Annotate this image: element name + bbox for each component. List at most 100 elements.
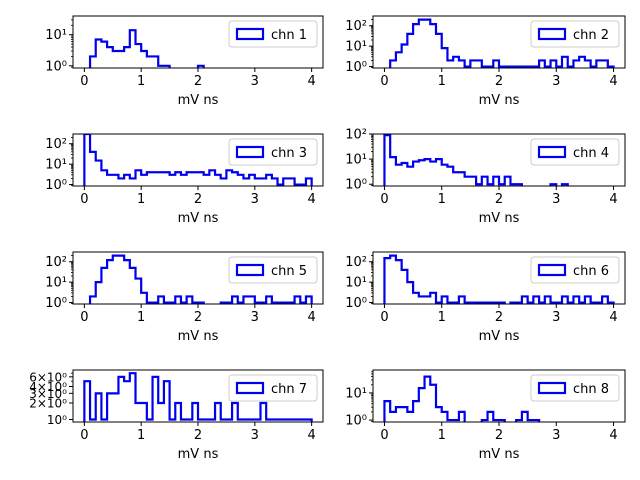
y-tick-label: 10²: [345, 255, 367, 270]
x-tick-label: 2: [194, 428, 202, 443]
y-tick-label: 10⁰: [45, 296, 67, 311]
chart-panel-4: 0 1 2 3 4 10⁰ 10¹ 10² mV ns chn 4: [345, 128, 626, 226]
x-tick-label: 4: [307, 428, 315, 443]
x-tick-label: 1: [438, 74, 446, 89]
legend-label: chn 7: [271, 382, 307, 397]
y-tick-label: 10²: [45, 137, 67, 152]
x-tick-label: 1: [137, 428, 145, 443]
legend: chn 4: [530, 138, 620, 166]
y-tick-label: 10²: [345, 19, 367, 34]
x-tick-label: 1: [438, 192, 446, 207]
y-tick-label: 10¹: [45, 158, 67, 173]
x-tick-label: 2: [194, 310, 202, 325]
histogram-series-2: [389, 18, 615, 68]
x-tick-label: 2: [194, 192, 202, 207]
legend-label: chn 6: [573, 264, 609, 279]
legend-box: [228, 20, 318, 48]
x-tick-label: 4: [609, 428, 617, 443]
y-tick-label: 10¹: [345, 386, 367, 401]
chart-panel-5: 0 1 2 3 4 10⁰ 10¹ 10² mV ns chn 5: [45, 251, 324, 344]
x-tick-label: 1: [438, 428, 446, 443]
y-tick-label: 10¹: [45, 28, 67, 43]
chart-panel-3: 0 1 2 3 4 10⁰ 10¹ 10² mV ns chn 3: [45, 133, 324, 226]
legend-label: chn 8: [573, 382, 609, 397]
x-tick-label: 2: [194, 74, 202, 89]
x-tick-label: 3: [552, 74, 560, 89]
legend-swatch: [235, 27, 265, 41]
legend: chn 5: [228, 256, 318, 284]
x-tick-label: 3: [251, 74, 259, 89]
x-tick-label: 4: [609, 310, 617, 325]
y-tick-label: 10⁰: [345, 178, 367, 193]
x-tick-label: 3: [552, 310, 560, 325]
x-tick-label: 0: [80, 310, 88, 325]
y-tick-label: 2×10⁰: [29, 396, 67, 410]
x-tick-label: 0: [380, 310, 388, 325]
legend-swatch: [235, 145, 265, 159]
histogram-series-8: [383, 375, 541, 422]
x-tick-label: 0: [380, 74, 388, 89]
y-tick-label: 10¹: [45, 276, 67, 291]
x-axis-label: mV ns: [479, 211, 520, 226]
legend: chn 3: [228, 138, 318, 166]
x-tick-label: 3: [251, 192, 259, 207]
x-tick-label: 0: [80, 428, 88, 443]
legend: chn 1: [228, 20, 318, 48]
histogram-series-3: [83, 134, 313, 186]
y-tick-label: 10¹: [345, 153, 367, 168]
y-tick-label: 10²: [45, 255, 67, 270]
legend-swatch: [537, 27, 567, 41]
legend-label: chn 1: [271, 28, 307, 43]
x-tick-label: 4: [307, 310, 315, 325]
x-tick-label: 0: [80, 192, 88, 207]
legend-label: chn 4: [573, 146, 609, 161]
x-tick-label: 1: [438, 310, 446, 325]
x-tick-label: 4: [307, 192, 315, 207]
histogram-series-1: [88, 29, 205, 68]
x-tick-label: 3: [552, 428, 560, 443]
chart-panel-6: 0 1 2 3 4 10⁰ 10¹ 10² mV ns chn 6: [345, 251, 626, 344]
x-tick-label: 0: [80, 74, 88, 89]
legend-box: [530, 20, 620, 48]
legend-box: [228, 374, 318, 402]
x-axis-label: mV ns: [178, 329, 219, 344]
legend-swatch: [537, 145, 567, 159]
x-tick-label: 0: [380, 428, 388, 443]
legend-box: [530, 374, 620, 402]
legend-swatch: [235, 263, 265, 277]
legend: chn 8: [530, 374, 620, 402]
x-tick-label: 2: [495, 310, 503, 325]
y-tick-label: 10⁰: [45, 178, 67, 193]
legend-box: [228, 138, 318, 166]
x-axis-label: mV ns: [479, 93, 520, 108]
y-tick-label: 10⁰: [47, 413, 67, 427]
x-axis-label: mV ns: [178, 447, 219, 462]
x-tick-label: 2: [495, 192, 503, 207]
x-tick-label: 2: [495, 428, 503, 443]
legend-swatch: [235, 381, 265, 395]
y-tick-label: 10²: [345, 128, 367, 143]
histogram-series-6: [383, 254, 615, 304]
chart-panel-1: 0 1 2 3 4 10⁰ 10¹ mV ns chn 1: [45, 15, 324, 108]
legend-label: chn 5: [271, 264, 307, 279]
x-tick-label: 0: [380, 192, 388, 207]
legend-swatch: [537, 263, 567, 277]
x-tick-label: 3: [251, 428, 259, 443]
x-axis-label: mV ns: [178, 93, 219, 108]
x-tick-label: 2: [495, 74, 503, 89]
x-tick-label: 4: [609, 74, 617, 89]
y-tick-label: 10⁰: [345, 296, 367, 311]
x-tick-label: 3: [251, 310, 259, 325]
legend-swatch: [537, 381, 567, 395]
x-tick-label: 1: [137, 74, 145, 89]
chart-panel-2: 0 1 2 3 4 10⁰ 10¹ 10² mV ns chn 2: [345, 15, 626, 108]
histogram-series-7: [83, 372, 313, 422]
x-axis-label: mV ns: [479, 329, 520, 344]
x-tick-label: 4: [307, 74, 315, 89]
x-tick-label: 3: [552, 192, 560, 207]
histogram-series-5: [88, 254, 313, 304]
histogram-series-4: [383, 134, 569, 186]
legend-label: chn 2: [573, 28, 609, 43]
legend-box: [228, 256, 318, 284]
x-tick-label: 1: [137, 192, 145, 207]
